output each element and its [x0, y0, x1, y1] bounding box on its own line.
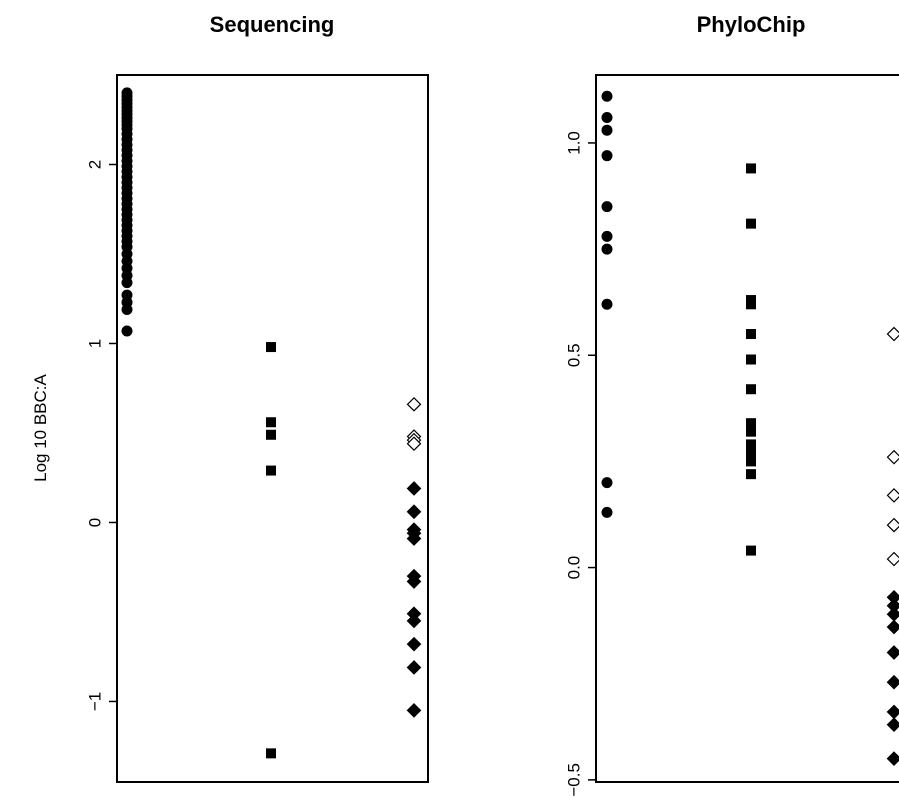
data-point-filled-diamond [406, 636, 422, 652]
data-point-filled-square [746, 218, 756, 229]
points-sequencing [121, 87, 422, 759]
data-point-filled-circle [601, 201, 613, 213]
y-tick-label: −0.5 [565, 763, 584, 797]
panel-title-phylochip: PhyloChip [697, 12, 806, 37]
data-point-filled-square [746, 447, 756, 458]
data-point-filled-square [266, 748, 276, 759]
data-point-filled-circle [121, 325, 133, 337]
data-point-filled-square [746, 469, 756, 480]
y-tick-label: 2 [86, 160, 105, 169]
points-phylochip [601, 90, 899, 766]
data-point-filled-diamond [886, 751, 899, 766]
panel-phylochip: PhyloChip −0.5 0.0 0.5 1.0 [565, 12, 899, 797]
data-point-filled-circle [601, 477, 613, 489]
plot-frame-sequencing [116, 74, 429, 783]
data-point-filled-square [266, 465, 276, 476]
data-point-open-diamond [886, 517, 899, 533]
data-point-filled-square [746, 456, 756, 467]
data-point-filled-diamond [406, 574, 422, 589]
y-tick-label: 0.0 [565, 556, 584, 580]
data-point-filled-square [746, 439, 756, 450]
data-point-filled-diamond [406, 613, 422, 629]
data-point-filled-diamond [406, 504, 422, 520]
data-point-filled-circle [121, 303, 133, 315]
y-axis-sequencing: −1 0 1 2 [86, 160, 117, 711]
data-point-filled-square [746, 545, 756, 556]
y-tick-label: 0.5 [565, 343, 584, 367]
data-point-filled-square [746, 299, 756, 310]
data-point-filled-circle [601, 90, 613, 102]
data-point-filled-square [746, 354, 756, 365]
data-point-filled-diamond [886, 645, 899, 660]
plot-frame-phylochip [595, 74, 899, 783]
data-point-open-diamond [886, 551, 899, 567]
data-point-filled-diamond [406, 531, 422, 546]
y-axis-label: Log 10 BBC:A [31, 373, 50, 481]
y-tick-label: 1.0 [565, 131, 584, 155]
data-point-open-diamond [406, 396, 422, 412]
data-point-filled-square [746, 163, 756, 174]
data-point-open-diamond [886, 326, 899, 342]
data-point-filled-circle [601, 506, 613, 518]
panel-title-sequencing: Sequencing [210, 12, 335, 37]
data-point-filled-diamond [406, 703, 422, 718]
data-point-filled-square [746, 426, 756, 437]
data-point-filled-square [746, 329, 756, 340]
data-point-filled-circle [601, 111, 613, 123]
data-point-filled-diamond [886, 717, 899, 733]
data-point-filled-square [266, 342, 276, 353]
y-tick-label: 0 [86, 518, 105, 527]
data-point-filled-circle [601, 230, 613, 242]
data-point-filled-square [746, 418, 756, 429]
panel-sequencing: Sequencing Log 10 BBC:A −1 0 1 2 [31, 12, 429, 783]
data-point-filled-circle [601, 298, 613, 310]
data-point-filled-square [266, 417, 276, 428]
data-point-filled-square [746, 384, 756, 395]
data-point-filled-diamond [886, 619, 899, 635]
data-point-open-diamond [886, 449, 899, 465]
data-point-filled-diamond [406, 660, 422, 675]
data-point-filled-diamond [886, 704, 899, 720]
data-point-filled-diamond [886, 674, 899, 690]
data-point-filled-circle [121, 277, 133, 289]
y-tick-label: 1 [86, 339, 105, 348]
data-point-open-diamond [886, 488, 899, 503]
data-point-filled-square [266, 429, 276, 440]
data-point-filled-circle [601, 150, 613, 162]
data-point-filled-circle [601, 243, 613, 255]
data-point-open-diamond [406, 436, 422, 452]
data-point-filled-diamond [406, 481, 422, 496]
data-point-filled-circle [601, 124, 613, 136]
y-axis-phylochip: −0.5 0.0 0.5 1.0 [565, 131, 596, 797]
y-tick-label: −1 [86, 692, 105, 711]
